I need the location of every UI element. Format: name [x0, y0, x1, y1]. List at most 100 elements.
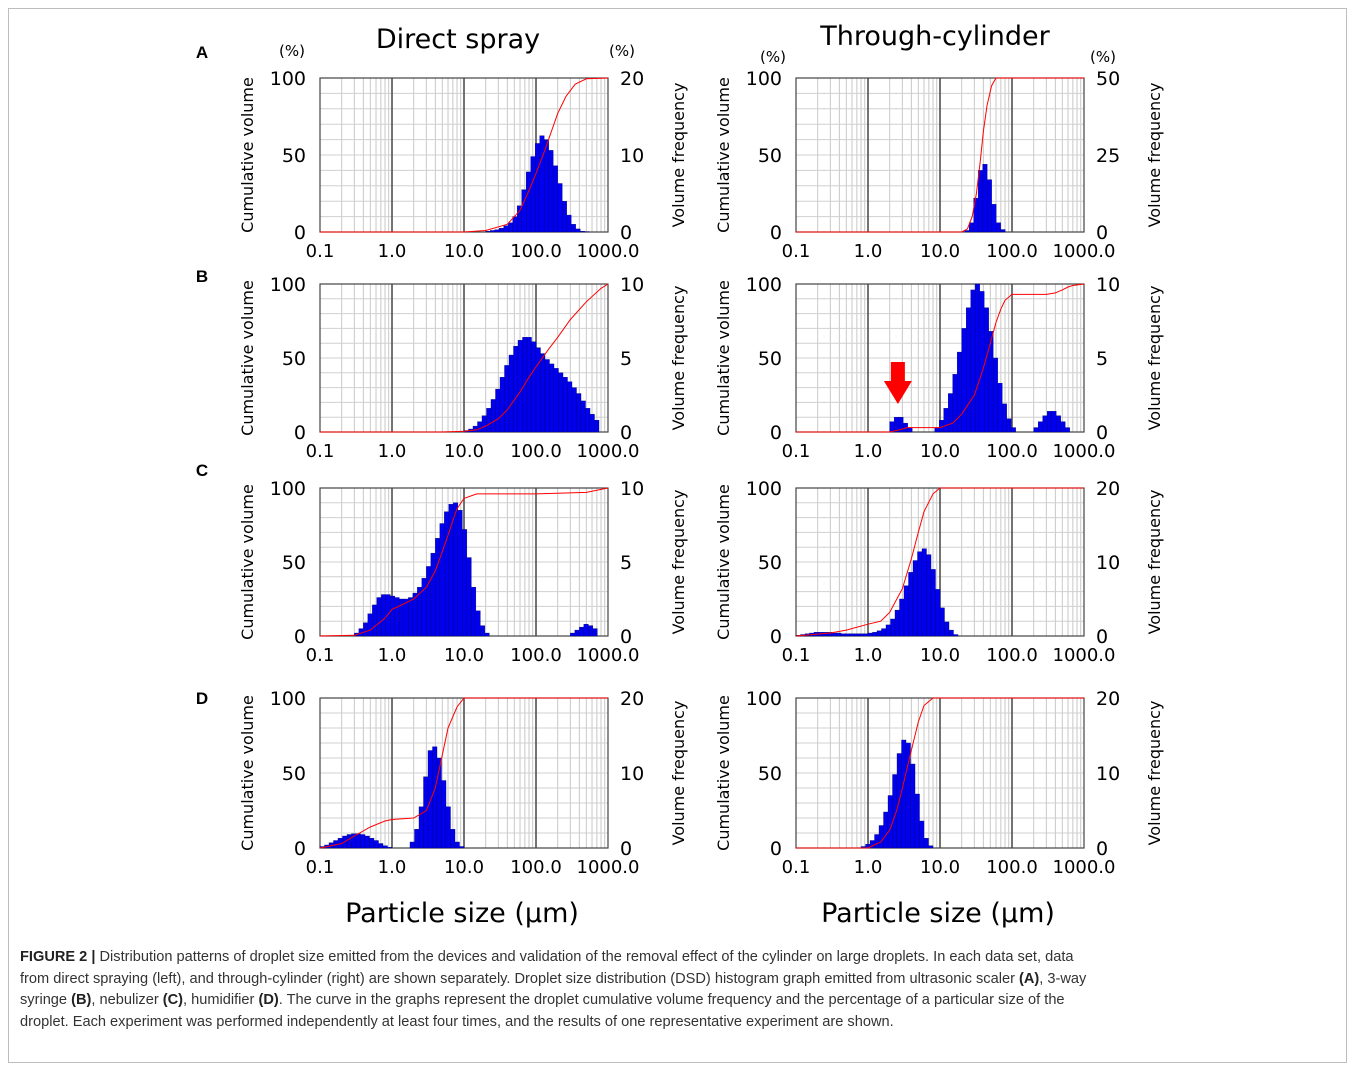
histogram-bar	[881, 628, 887, 637]
histogram-bar	[903, 585, 909, 637]
histogram-bar	[409, 841, 415, 849]
units-left-frequency: (%)	[609, 42, 635, 60]
histogram-bar	[588, 625, 594, 637]
x-tick-label: 1.0	[378, 441, 407, 462]
histogram-bar	[454, 841, 460, 849]
x-tick-label: 1000.0	[577, 241, 640, 262]
y-tick-label: 50	[758, 145, 782, 167]
x-tick-label: 100.0	[510, 441, 562, 462]
histogram-bar	[562, 377, 568, 433]
units-right-frequency: (%)	[1090, 48, 1116, 66]
histogram-bar	[594, 419, 600, 433]
caption-text: syringe	[20, 992, 72, 1008]
histogram-bar	[876, 630, 882, 637]
histogram-bar	[355, 833, 361, 849]
histogram-bar	[952, 374, 958, 433]
caption-line: from direct spraying (left), and through…	[20, 969, 1338, 991]
figure-caption: FIGURE 2 | Distribution patterns of drop…	[20, 947, 1338, 1033]
caption-panel-ref: (D)	[258, 992, 279, 1008]
x-tick-label: 10.0	[444, 241, 484, 262]
histogram-bar	[426, 566, 432, 637]
x-tick-label: 1000.0	[1053, 241, 1116, 262]
histogram-bar	[935, 589, 941, 637]
x-tick-label: 1000.0	[1053, 857, 1116, 878]
y2-tick-label: 0	[620, 626, 632, 648]
histogram-bar	[910, 763, 916, 849]
histogram-bar	[592, 628, 598, 637]
y2-tick-label: 10	[1096, 552, 1120, 574]
histogram-bar	[466, 557, 472, 637]
y-tick-label: 50	[282, 763, 306, 785]
histogram-bar	[553, 368, 559, 433]
y2-tick-label: 0	[1096, 422, 1108, 444]
histogram-bar	[934, 427, 940, 433]
histogram-bar	[503, 225, 509, 233]
histogram-bar	[889, 421, 895, 433]
histogram-bar	[403, 598, 409, 637]
cumulative-curve	[320, 283, 609, 433]
y2-tick-label: 0	[1096, 838, 1108, 860]
y2-tick-label: 10	[1096, 763, 1120, 785]
y-tick-label: 100	[746, 478, 782, 500]
x-tick-label: 100.0	[986, 857, 1038, 878]
x-tick-label: 1000.0	[1053, 645, 1116, 666]
y2-tick-label: 5	[620, 552, 632, 574]
histogram-bar	[508, 354, 514, 433]
red-arrow-icon	[883, 362, 912, 404]
histogram-bar	[965, 307, 971, 433]
histogram-bar	[858, 633, 864, 637]
y2-tick-label: 10	[1096, 274, 1120, 296]
y2-tick-label: 0	[620, 422, 632, 444]
histogram-bar	[849, 633, 855, 637]
histogram-bar	[385, 594, 391, 637]
y-tick-label: 100	[746, 688, 782, 710]
histogram-bar	[947, 393, 953, 433]
x-tick-label: 1.0	[854, 857, 883, 878]
histogram-bar	[943, 408, 949, 433]
histogram-bar	[504, 365, 510, 433]
histogram-bar	[517, 340, 523, 433]
y-axis-label: Cumulative volume	[714, 280, 733, 436]
histogram-bar	[1000, 229, 1006, 233]
x-tick-label: 1.0	[378, 241, 407, 262]
x-tick-label: 1000.0	[577, 441, 640, 462]
panel-a-direct-spray: 0 50 100 0 10 20 0.1 1.0 10.0 100.0 1000.0 Cumulati…	[196, 43, 688, 262]
histogram-bar	[1006, 418, 1012, 433]
caption-text: from direct spraying (left), and through…	[20, 970, 1019, 987]
histogram-bar	[534, 143, 540, 233]
x-tick-label: 100.0	[510, 857, 562, 878]
caption-text: droplet. Each experiment was performed i…	[20, 1013, 894, 1030]
histogram-bar	[874, 834, 880, 849]
caption-panel-ref: (B)	[71, 992, 92, 1008]
histogram-bar	[890, 618, 896, 637]
y2-tick-label: 20	[620, 688, 644, 710]
y2-tick-label: 20	[1096, 688, 1120, 710]
x-tick-label: 0.1	[306, 441, 335, 462]
histogram-bar	[513, 345, 519, 433]
y-axis-label: Cumulative volume	[238, 695, 257, 851]
histogram-bar	[485, 231, 491, 233]
histogram-bar	[579, 231, 585, 233]
cumulative-curve	[320, 77, 609, 233]
histogram-bar	[982, 164, 988, 233]
histogram-bar	[899, 598, 905, 637]
cumulative-curve	[796, 283, 1085, 433]
histogram-bar	[432, 746, 438, 849]
histogram-bar	[576, 393, 582, 433]
y2-axis-label: Volume frequency	[669, 490, 688, 635]
histogram-bar	[831, 632, 837, 637]
histogram-bar	[991, 204, 997, 233]
y2-tick-label: 20	[1096, 478, 1120, 500]
histogram-bar	[364, 835, 370, 849]
histogram-bar	[378, 843, 384, 849]
histogram-bar	[489, 230, 495, 233]
y-axis-label: Cumulative volume	[238, 77, 257, 233]
histogram-bar	[526, 337, 532, 433]
x-tick-label: 10.0	[920, 441, 960, 462]
histogram-bar	[907, 427, 913, 433]
histogram-bar	[974, 283, 980, 433]
y-axis-label: Cumulative volume	[714, 77, 733, 233]
histogram-bar	[507, 222, 513, 233]
caption-line: FIGURE 2 | Distribution patterns of drop…	[20, 947, 1338, 969]
x-tick-label: 0.1	[782, 441, 811, 462]
